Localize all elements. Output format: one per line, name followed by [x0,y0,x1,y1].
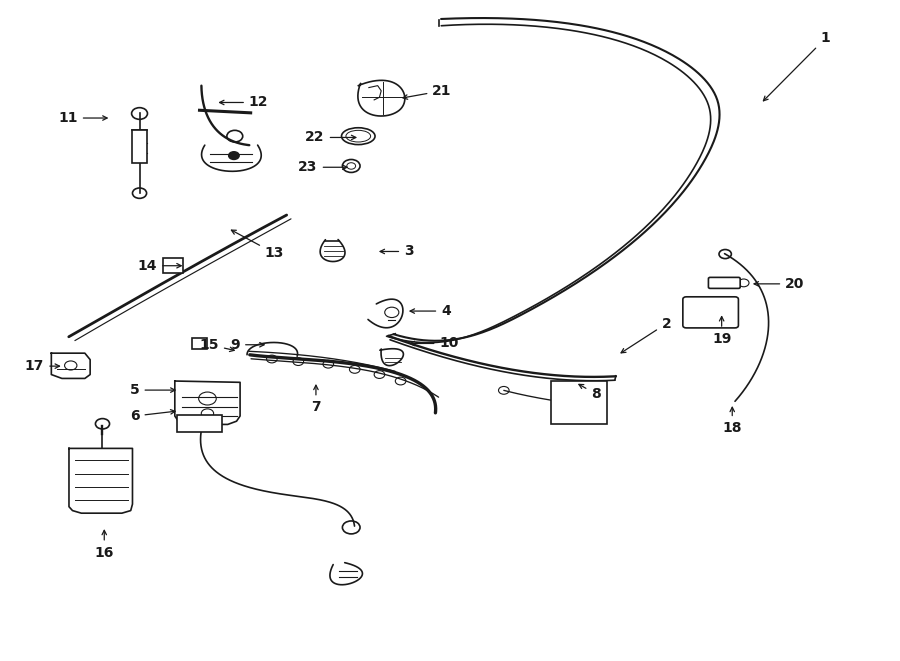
Bar [132,130,147,163]
Text: 16: 16 [94,530,114,560]
Text: 13: 13 [231,230,284,260]
FancyBboxPatch shape [176,414,222,432]
Text: 22: 22 [305,130,356,145]
Text: 14: 14 [138,258,181,273]
FancyBboxPatch shape [551,381,607,424]
Text: 12: 12 [220,95,268,110]
Text: 9: 9 [230,338,264,352]
Text: 11: 11 [58,111,107,125]
Text: 15: 15 [200,338,234,352]
Text: 23: 23 [298,160,347,175]
FancyBboxPatch shape [683,297,738,328]
Text: 8: 8 [579,384,601,401]
Text: 7: 7 [311,385,320,414]
Text: 21: 21 [403,84,452,99]
FancyBboxPatch shape [708,278,740,288]
Text: 5: 5 [130,383,175,397]
Text: 2: 2 [621,317,671,353]
Text: 4: 4 [410,304,451,318]
Text: 20: 20 [754,277,805,291]
Text: 17: 17 [25,359,59,373]
Text: 1: 1 [763,32,830,101]
Text: 10: 10 [410,336,459,350]
Text: 19: 19 [712,317,732,346]
Text: 3: 3 [380,245,414,258]
Text: 18: 18 [723,407,742,435]
Ellipse shape [346,130,371,142]
Ellipse shape [341,128,375,145]
Text: 6: 6 [130,409,176,423]
Circle shape [229,152,239,159]
